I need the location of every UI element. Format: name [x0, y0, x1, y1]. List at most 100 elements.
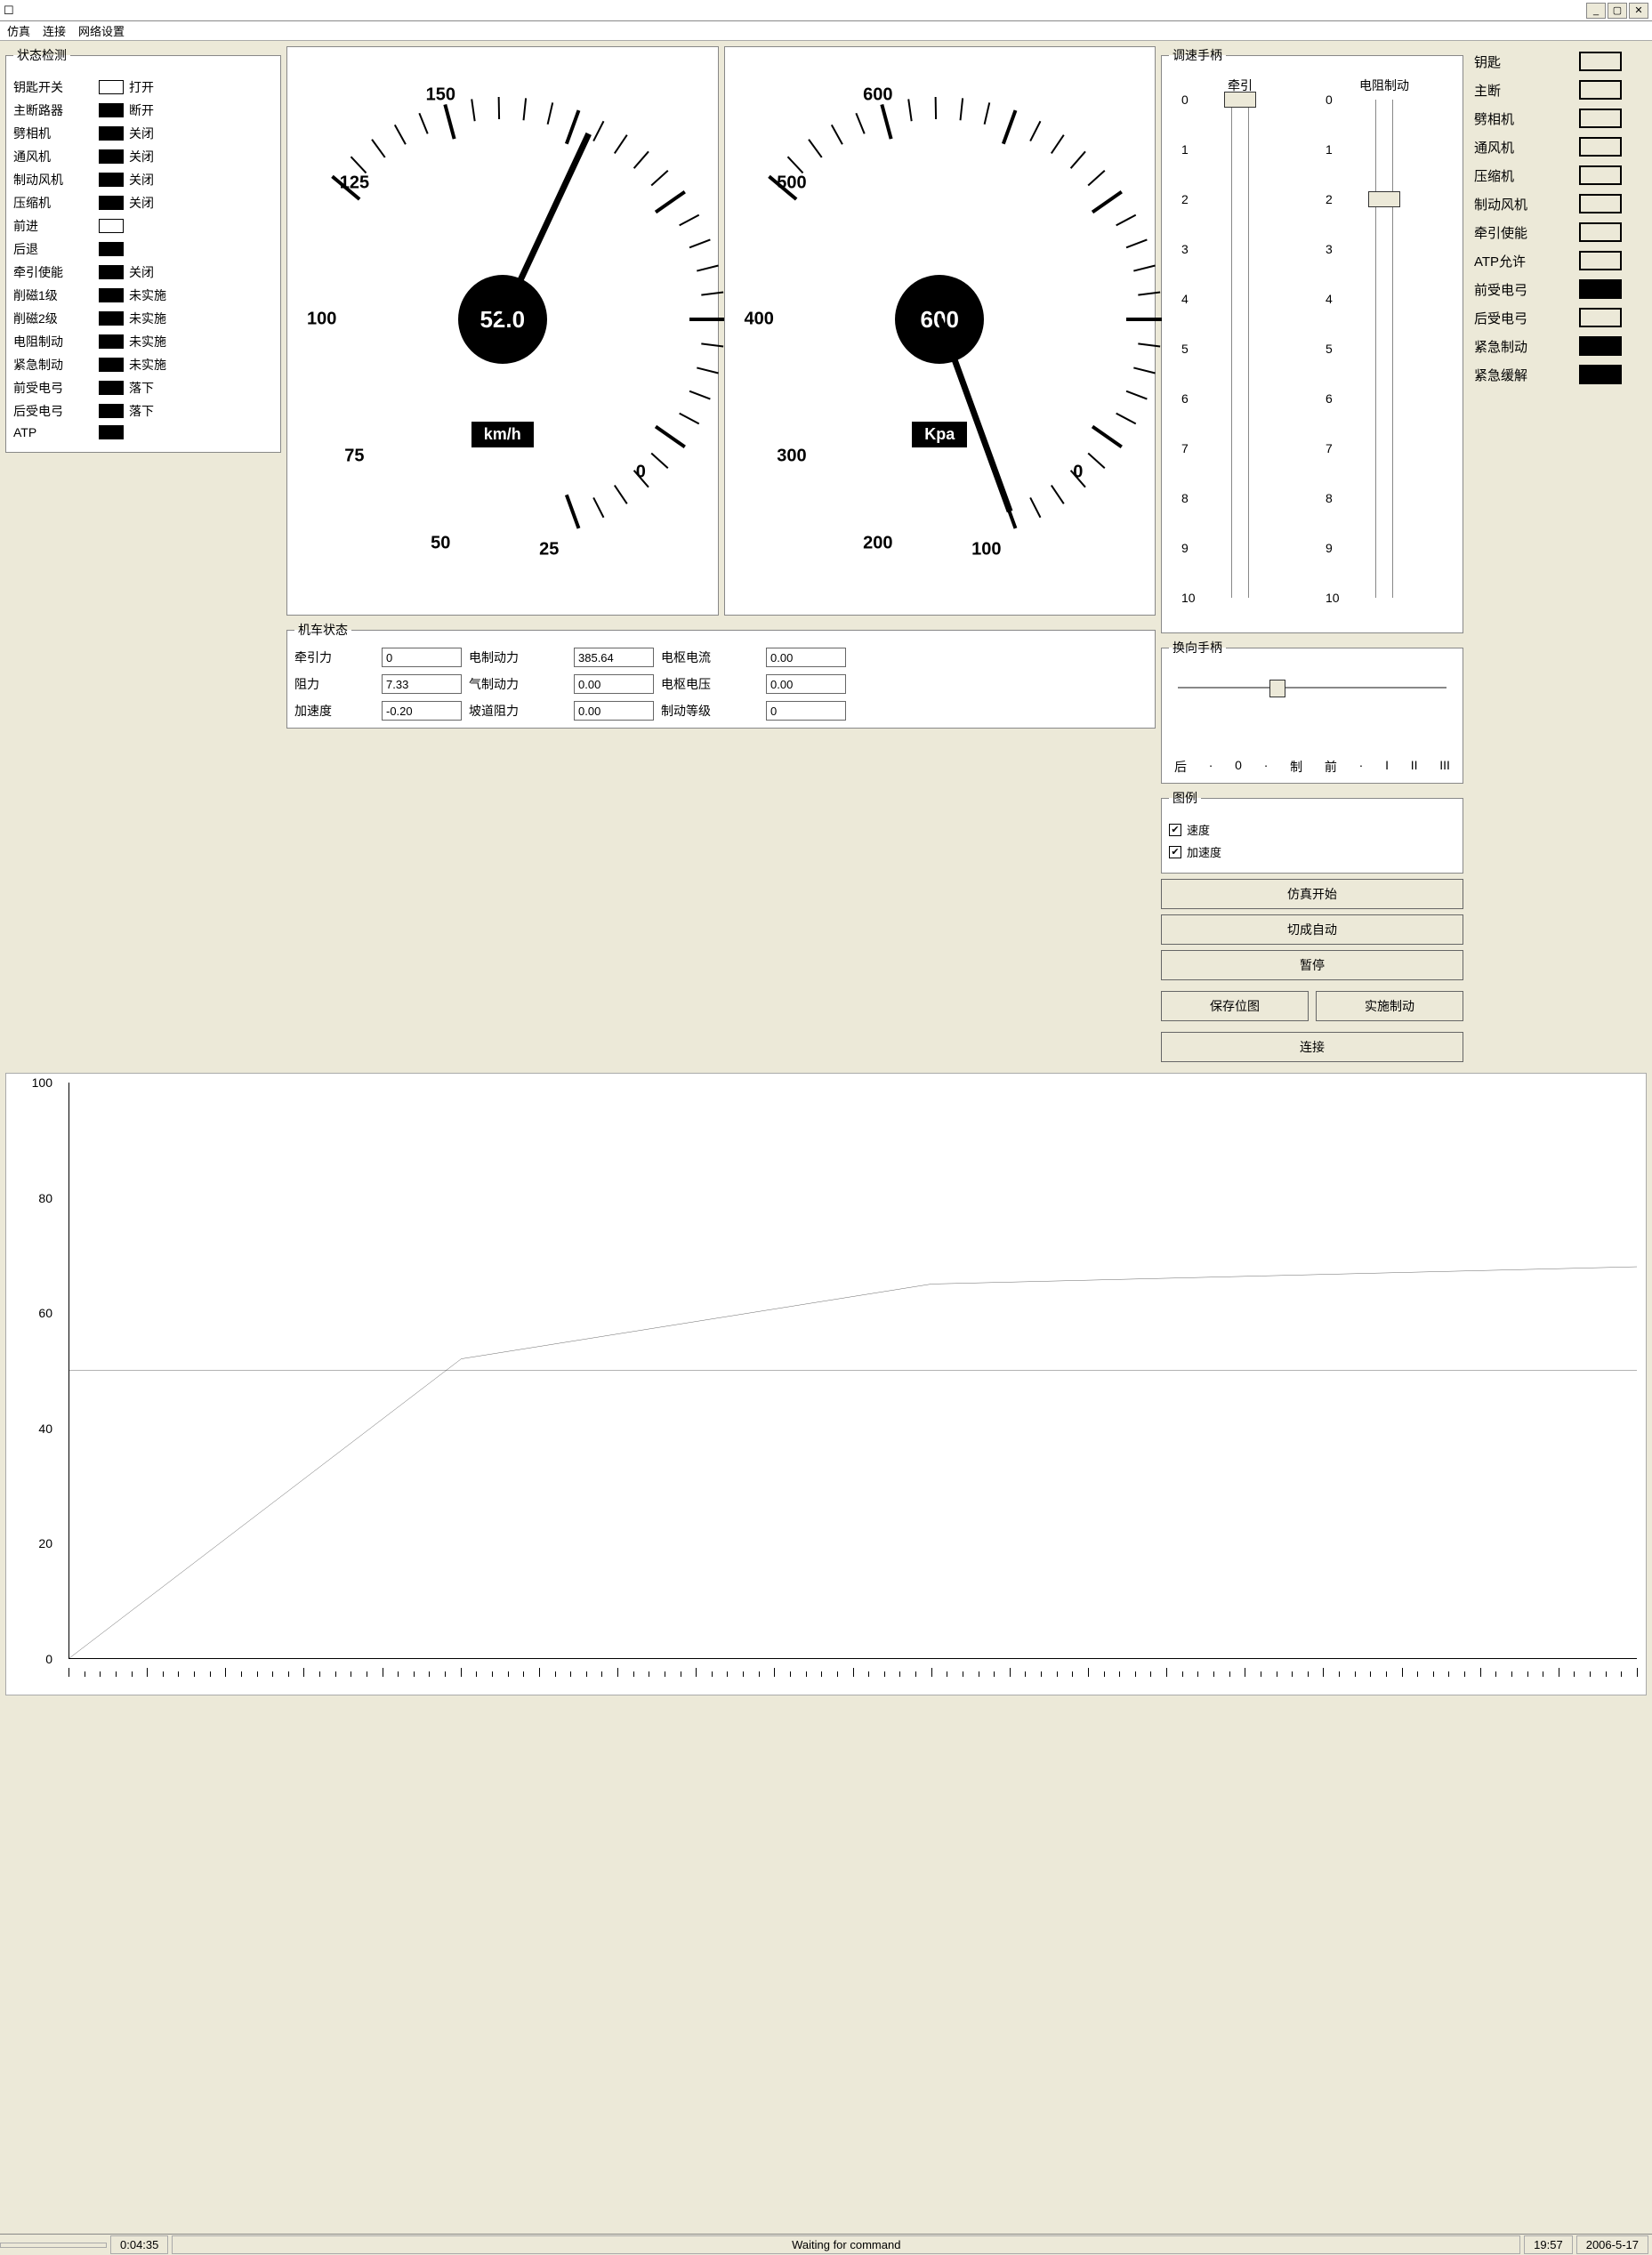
status-lamp	[99, 219, 124, 233]
slider-tick-label: 10	[1326, 591, 1340, 605]
gauge-tick-label: 75	[344, 446, 364, 466]
direction-slider[interactable]	[1169, 665, 1455, 719]
status-label: 前受电弓	[13, 379, 93, 397]
indicator-row: ATP允许	[1474, 251, 1641, 270]
indicator-lamp	[1579, 194, 1622, 213]
status-label: 劈相机	[13, 125, 93, 142]
status-row-forward: 前进	[13, 217, 273, 235]
slider-tick-label: 9	[1181, 541, 1189, 555]
vehicle-field-label: 牵引力	[294, 648, 375, 666]
status-bar: 0:04:35 Waiting for command 19:57 2006-5…	[0, 2234, 1652, 2255]
direction-label: ·	[1359, 758, 1364, 776]
indicator-row: 通风机	[1474, 137, 1641, 157]
status-blank	[0, 2243, 107, 2248]
legend-item[interactable]: ✔ 速度	[1169, 821, 1455, 838]
status-lamp	[99, 404, 124, 418]
gauge-tick-label: 100	[307, 310, 336, 330]
legend-label: 速度	[1187, 821, 1210, 838]
slider-tick-label: 3	[1326, 242, 1333, 256]
app-icon: ☐	[4, 4, 18, 18]
direction-label: 0	[1235, 758, 1242, 776]
vehicle-field-value: 0	[766, 701, 846, 721]
status-value: 未实施	[129, 310, 273, 327]
status-label: 削磁2级	[13, 310, 93, 327]
direction-thumb[interactable]	[1269, 680, 1285, 697]
status-lamp	[99, 149, 124, 164]
indicator-column: 钥匙 主断 劈相机 通风机 压缩机 制动风机 牵引使能 ATP允许 前受电弓 后…	[1469, 46, 1647, 1062]
status-lamp	[99, 358, 124, 372]
indicator-lamp	[1579, 279, 1622, 299]
direction-handle-panel: 换向手柄 后·0·制前·IIIIII	[1161, 639, 1463, 784]
indicator-label: 劈相机	[1474, 109, 1572, 128]
slider-tick-label: 10	[1181, 591, 1196, 605]
status-row-res-brake: 电阻制动 未实施	[13, 333, 273, 350]
indicator-row: 主断	[1474, 80, 1641, 100]
checkbox-icon[interactable]: ✔	[1169, 824, 1181, 836]
gauge-tick-label: 25	[539, 540, 559, 560]
status-label: 牵引使能	[13, 263, 93, 281]
save-img-button[interactable]: 保存位图	[1161, 991, 1309, 1021]
direction-label: I	[1385, 758, 1389, 776]
chart-y-label: 20	[38, 1536, 52, 1550]
legend-label: 加速度	[1187, 843, 1221, 860]
slider-tick-label: 5	[1326, 342, 1333, 356]
status-lamp	[99, 425, 124, 439]
slider-tick-label: 9	[1326, 541, 1333, 555]
slider-tick-label: 5	[1181, 342, 1189, 356]
chart-y-label: 0	[45, 1652, 52, 1666]
connect-button[interactable]: 连接	[1161, 1032, 1463, 1062]
vertical-slider[interactable]: 012345678910	[1317, 100, 1452, 598]
status-label: 电阻制动	[13, 333, 93, 350]
indicator-label: 通风机	[1474, 138, 1572, 157]
status-legend: 状态检测	[13, 46, 70, 64]
slider-tick-label: 1	[1326, 142, 1333, 157]
indicator-lamp	[1579, 308, 1622, 327]
indicator-lamp	[1579, 336, 1622, 356]
chart-y-label: 100	[32, 1075, 52, 1090]
status-value: 关闭	[129, 125, 273, 142]
slider-tick-label: 1	[1181, 142, 1189, 157]
status-lamp	[99, 196, 124, 210]
menu-network[interactable]: 网络设置	[78, 22, 125, 39]
legend-item[interactable]: ✔ 加速度	[1169, 843, 1455, 860]
status-value: 断开	[129, 101, 273, 119]
checkbox-icon[interactable]: ✔	[1169, 846, 1181, 858]
status-row-rear-panto: 后受电弓 落下	[13, 402, 273, 420]
gauge-tick-label: 500	[777, 173, 806, 193]
status-row-weaken1: 削磁1级 未实施	[13, 286, 273, 304]
status-date: 2006-5-17	[1576, 2235, 1648, 2254]
status-value: 打开	[129, 78, 273, 96]
vehicle-field-value: 0.00	[574, 674, 654, 694]
minimize-button[interactable]: _	[1586, 3, 1606, 19]
indicator-row: 紧急制动	[1474, 336, 1641, 356]
menu-sim[interactable]: 仿真	[7, 22, 30, 39]
status-label: 钥匙开关	[13, 78, 93, 96]
slider-tick-label: 3	[1181, 242, 1189, 256]
slider-牵引: 牵引012345678910	[1173, 77, 1308, 598]
sim-start-button[interactable]: 仿真开始	[1161, 879, 1463, 909]
vertical-slider[interactable]: 012345678910	[1173, 100, 1308, 598]
status-lamp	[99, 334, 124, 349]
menu-connect[interactable]: 连接	[43, 22, 66, 39]
indicator-label: 主断	[1474, 81, 1572, 100]
pause-button[interactable]: 暂停	[1161, 950, 1463, 980]
indicator-label: 紧急制动	[1474, 337, 1572, 356]
direction-label: ·	[1264, 758, 1269, 776]
direction-label: II	[1411, 758, 1418, 776]
status-label: 主断路器	[13, 101, 93, 119]
status-label: 压缩机	[13, 194, 93, 212]
indicator-label: 钥匙	[1474, 52, 1572, 71]
slider-thumb[interactable]	[1224, 92, 1256, 108]
status-value: 关闭	[129, 148, 273, 165]
indicator-row: 紧急缓解	[1474, 365, 1641, 384]
slider-tick-label: 8	[1326, 491, 1333, 505]
do-brake-button[interactable]: 实施制动	[1316, 991, 1463, 1021]
status-label: 后受电弓	[13, 402, 93, 420]
maximize-button[interactable]: ▢	[1608, 3, 1627, 19]
slider-tick-label: 0	[1326, 93, 1333, 107]
close-button[interactable]: ✕	[1629, 3, 1648, 19]
status-row-backward: 后退	[13, 240, 273, 258]
status-lamp	[99, 381, 124, 395]
switch-auto-button[interactable]: 切成自动	[1161, 914, 1463, 945]
slider-thumb[interactable]	[1368, 191, 1400, 207]
